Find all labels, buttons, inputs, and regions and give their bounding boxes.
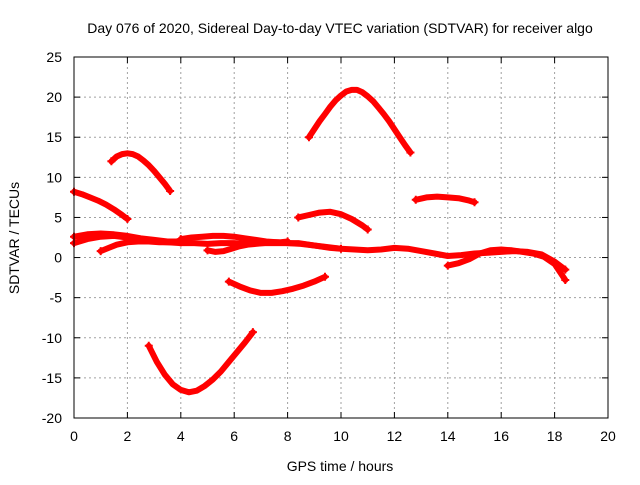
series-endpoint-marker	[363, 225, 372, 234]
y-tick-label: -20	[42, 410, 62, 426]
series-endpoint-marker	[443, 261, 452, 270]
y-tick-label: 15	[46, 129, 62, 145]
series-line-arc-11	[225, 273, 328, 296]
series-endpoint-marker	[561, 276, 570, 285]
series-endpoint-marker	[96, 247, 105, 256]
series-line-arc-7	[204, 238, 291, 255]
series-endpoint-marker	[406, 148, 415, 157]
x-tick-label: 2	[124, 428, 132, 444]
series-line-arc-2	[108, 150, 174, 194]
series-endpoint-marker	[107, 157, 116, 166]
x-tick-label: 8	[284, 428, 292, 444]
x-tick-label: 18	[547, 428, 563, 444]
x-tick-label: 6	[230, 428, 238, 444]
series-line-arc-8	[295, 208, 371, 233]
x-tick-label: 12	[387, 428, 403, 444]
y-tick-label: 0	[54, 250, 62, 266]
series-endpoint-marker	[561, 265, 570, 274]
y-tick-label: -10	[42, 330, 62, 346]
y-axis-label: SDTVAR / TECUs	[6, 182, 22, 294]
series-endpoint-marker	[304, 133, 313, 142]
series-endpoint-marker	[224, 277, 233, 286]
x-tick-label: 0	[70, 428, 78, 444]
series-layer	[70, 86, 570, 396]
series-endpoint-marker	[176, 235, 185, 244]
y-tick-label: 25	[46, 49, 62, 65]
series-line-arc-5	[97, 238, 184, 255]
y-tick-label: 20	[46, 89, 62, 105]
x-tick-label: 4	[177, 428, 185, 444]
y-tick-label: -15	[42, 370, 62, 386]
series-endpoint-marker	[203, 246, 212, 255]
axis-ticks: 0 2 4 6 8 10 12 14 16 18 20 -20 -15 -10 -5 0 5 10 15 20 25	[42, 49, 616, 444]
series-endpoint-marker	[411, 195, 420, 204]
x-tick-label: 20	[600, 428, 616, 444]
y-tick-label: 5	[54, 209, 62, 225]
series-line-arc-13	[444, 246, 569, 283]
series-endpoint-marker	[123, 215, 132, 224]
series-line-arc-12	[145, 329, 256, 396]
series-endpoint-marker	[320, 272, 329, 281]
series-endpoint-marker	[470, 198, 479, 207]
x-tick-label: 16	[493, 428, 509, 444]
y-tick-label: 10	[46, 169, 62, 185]
y-tick-label: -5	[50, 290, 63, 306]
series-line-arc-10	[412, 193, 478, 206]
series-endpoint-marker	[337, 244, 345, 253]
x-tick-label: 14	[440, 428, 456, 444]
series-endpoint-marker	[248, 328, 257, 337]
series-line-arc-1	[71, 188, 131, 222]
series-endpoint-marker	[294, 213, 303, 222]
x-tick-label: 10	[333, 428, 349, 444]
x-axis-label: GPS time / hours	[287, 458, 394, 474]
series-line-arc-9	[306, 86, 414, 156]
series-endpoint-marker	[166, 186, 175, 195]
series-endpoint-marker	[283, 237, 292, 246]
chart-title: Day 076 of 2020, Sidereal Day-to-day VTE…	[87, 20, 593, 36]
series-endpoint-marker	[144, 341, 153, 350]
